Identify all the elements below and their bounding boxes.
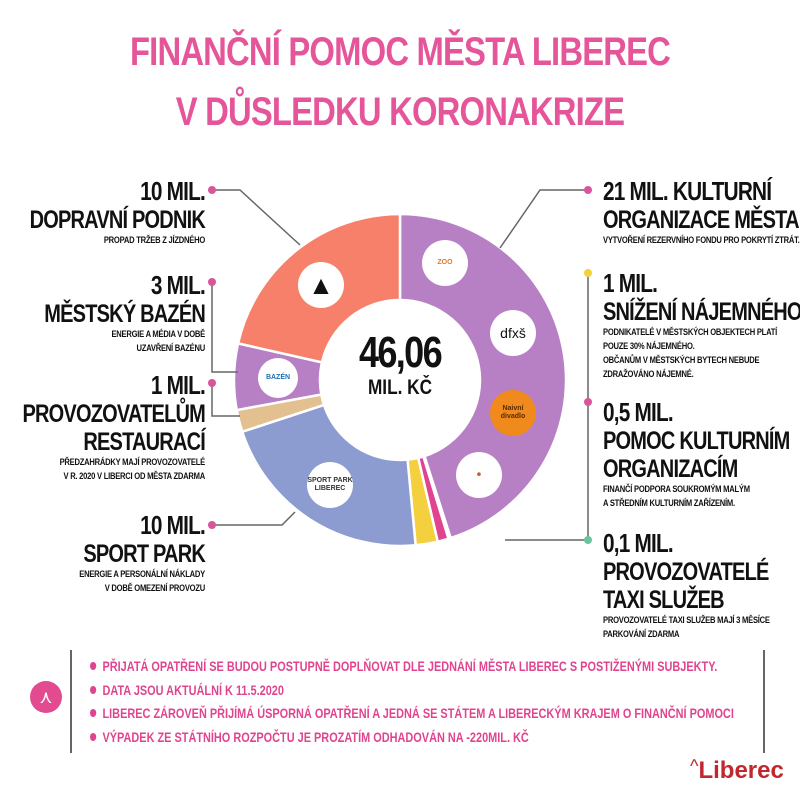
dpml-logo: ▲ bbox=[298, 262, 344, 308]
desc: UZAVŘENÍ BAZÉNU bbox=[136, 343, 206, 354]
item-restaurace: 1 MIL. PROVOZOVATELŮM RESTAURACÍ PŘEDZAH… bbox=[0, 370, 205, 484]
item-dopravni-podnik: 10 MIL. DOPRAVNÍ PODNIK PROPAD TRŽEB Z J… bbox=[0, 176, 206, 248]
liberec-logo: ^Liberec bbox=[690, 756, 784, 785]
connector-line bbox=[211, 282, 238, 373]
name: DOPRAVNÍ PODNIK bbox=[29, 206, 206, 234]
connector-dot bbox=[584, 269, 592, 277]
desc: V R. 2020 V LIBERCI OD MĚSTA ZDARMA bbox=[63, 471, 205, 482]
item-kulturni-organizace: 21 MIL. KULTURNÍ ORGANIZACE MĚSTA VYTVOŘ… bbox=[603, 176, 800, 248]
connector-line bbox=[212, 511, 296, 526]
title-line-1: FINANČNÍ POMOC MĚSTA LIBEREC bbox=[129, 30, 671, 74]
notes-list: PŘIJATÁ OPATŘENÍ SE BUDOU POSTUPNĚ DOPLŇ… bbox=[90, 655, 792, 749]
donut-segment bbox=[398, 212, 568, 540]
amount: 10 MIL. bbox=[140, 510, 206, 540]
naivni-divadlo-logo: Naivní divadlo bbox=[490, 390, 536, 436]
desc: V DOBĚ OMEZENÍ PROVOZU bbox=[104, 583, 206, 594]
name: PROVOZOVATELÉ bbox=[603, 558, 769, 586]
note-item: DATA JSOU AKTUÁLNÍ K 11.5.2020 bbox=[90, 679, 792, 703]
name: TAXI SLUŽEB bbox=[603, 586, 725, 614]
item-snizeni-najemneho: 1 MIL. SNÍŽENÍ NÁJEMNÉHO PODNIKATELÉ V M… bbox=[603, 268, 800, 382]
connector-dot bbox=[584, 398, 592, 406]
connector-line bbox=[211, 383, 240, 417]
name: SPORT PARK bbox=[83, 540, 205, 568]
name: MĚSTSKÝ BAZÉN bbox=[44, 300, 206, 328]
total-value: 46,06 bbox=[358, 328, 443, 377]
item-mestsky-bazen: 3 MIL. MĚSTSKÝ BAZÉN ENERGIE A MÉDIA V D… bbox=[0, 270, 206, 356]
desc: OBČANŮM V MĚSTSKÝCH BYTECH NEBUDE bbox=[603, 355, 760, 366]
desc: PŘEDZAHRÁDKY MAJÍ PROVOZOVATELÉ bbox=[59, 457, 206, 468]
desc: FINANČÍ PODPORA SOUKROMÝM MALÝM bbox=[603, 484, 750, 495]
desc: ENERGIE A MÉDIA V DOBĚ bbox=[111, 329, 205, 340]
item-taxi: 0,1 MIL. PROVOZOVATELÉ TAXI SLUŽEB PROVO… bbox=[603, 528, 800, 642]
desc: VYTVOŘENÍ REZERVNÍHO FONDU PRO POKRYTÍ Z… bbox=[603, 235, 800, 246]
note-item: LIBEREC ZÁROVEŇ PŘIJÍMÁ ÚSPORNÁ OPATŘENÍ… bbox=[90, 702, 792, 726]
name: ORGANIZACÍM bbox=[603, 455, 738, 483]
note-item: PŘIJATÁ OPATŘENÍ SE BUDOU POSTUPNĚ DOPLŇ… bbox=[90, 655, 792, 679]
name: PROVOZOVATELŮM bbox=[22, 400, 205, 428]
name: POMOC KULTURNÍM bbox=[603, 427, 790, 455]
desc: PODNIKATELÉ V MĚSTSKÝCH OBJEKTECH PLATÍ bbox=[603, 327, 778, 338]
connector-line bbox=[499, 189, 588, 249]
amount: 1 MIL. bbox=[150, 370, 206, 400]
logo-caret: ^ bbox=[690, 756, 699, 776]
zoo-logo: ZOO bbox=[422, 240, 468, 286]
desc: POUZE 30% NÁJEMNÉHO. bbox=[603, 341, 695, 352]
amount: 0,1 MIL. bbox=[603, 528, 674, 558]
botanic-logo: ✺ bbox=[456, 452, 502, 498]
liberec-caret-icon: ⋏ bbox=[30, 681, 62, 713]
amount: 3 MIL. bbox=[150, 270, 206, 300]
title-line-2: V DŮSLEDKU KORONAKRIZE bbox=[175, 90, 625, 134]
name: SNÍŽENÍ NÁJEMNÉHO bbox=[603, 298, 800, 326]
item-sport-park: 10 MIL. SPORT PARK ENERGIE A PERSONÁLNÍ … bbox=[0, 510, 206, 596]
name: ORGANIZACE MĚSTA bbox=[603, 206, 800, 234]
sportpark-logo: SPORT PARK LIBEREC bbox=[307, 462, 353, 508]
desc: PROVOZOVATELÉ TAXI SLUŽEB MAJÍ 3 MĚSÍCE bbox=[603, 615, 770, 626]
desc: PARKOVÁNÍ ZDARMA bbox=[603, 629, 680, 640]
divider bbox=[70, 650, 72, 753]
total-amount: 46,06 MIL. KČ bbox=[330, 330, 470, 400]
desc: PROPAD TRŽEB Z JÍZDNÉHO bbox=[103, 235, 205, 246]
amount: 10 MIL. bbox=[140, 176, 206, 206]
amount: 1 MIL. bbox=[603, 268, 658, 298]
desc: ENERGIE A PERSONÁLNÍ NÁKLADY bbox=[79, 569, 205, 580]
name: RESTAURACÍ bbox=[83, 428, 205, 456]
dfxs-logo: dfxš bbox=[490, 310, 536, 356]
amount: 0,5 MIL. bbox=[603, 397, 674, 427]
connector-dot bbox=[208, 379, 216, 387]
connector-dot bbox=[208, 278, 216, 286]
connector-dot bbox=[584, 186, 592, 194]
connector-dot bbox=[208, 521, 216, 529]
connector-dot bbox=[208, 186, 216, 194]
bazen-logo: BAZÉN bbox=[258, 358, 298, 398]
note-item: VÝPADEK ZE STÁTNÍHO ROZPOČTU JE PROZATÍM… bbox=[90, 726, 792, 750]
total-unit: MIL. KČ bbox=[367, 376, 433, 399]
desc: A STŘEDNÍM KULTURNÍM ZAŘÍZENÍM. bbox=[603, 498, 735, 509]
item-pomoc-kulturnim: 0,5 MIL. POMOC KULTURNÍM ORGANIZACÍM FIN… bbox=[603, 397, 800, 511]
connector-line bbox=[212, 189, 301, 246]
amount: 21 MIL. KULTURNÍ bbox=[603, 176, 772, 206]
connector-dot bbox=[584, 536, 592, 544]
desc: ZDRAŽOVÁNO NÁJEMNÉ. bbox=[603, 369, 694, 380]
logo-text: Liberec bbox=[698, 757, 784, 784]
